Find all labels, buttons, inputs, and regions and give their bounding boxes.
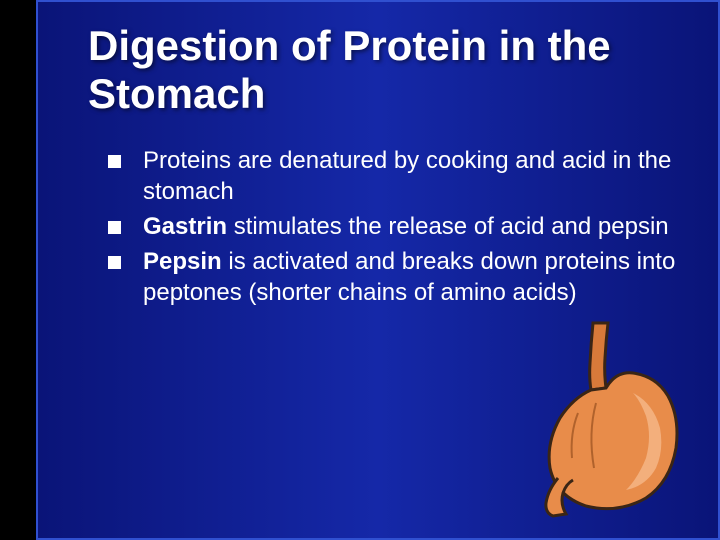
bullet-text: Proteins are denatured by cooking and ac…	[143, 145, 678, 207]
bullet-item: Proteins are denatured by cooking and ac…	[108, 145, 678, 207]
stomach-illustration	[518, 318, 688, 518]
slide: Digestion of Protein in the Stomach Prot…	[36, 0, 720, 540]
bullet-marker-icon	[108, 221, 121, 234]
text-run: Proteins are denatured by cooking and ac…	[143, 147, 671, 205]
bullet-text: Gastrin stimulates the release of acid a…	[143, 211, 678, 242]
bullet-marker-icon	[108, 155, 121, 168]
bullet-item: Pepsin is activated and breaks down prot…	[108, 246, 678, 308]
slide-content: Proteins are denatured by cooking and ac…	[38, 135, 718, 309]
slide-title: Digestion of Protein in the Stomach	[38, 2, 718, 135]
bullet-item: Gastrin stimulates the release of acid a…	[108, 211, 678, 242]
text-run: stimulates the release of acid and pepsi…	[227, 213, 669, 240]
text-run: Gastrin	[143, 213, 227, 240]
bullet-marker-icon	[108, 256, 121, 269]
text-run: is activated and breaks down proteins in…	[143, 248, 675, 306]
bullet-text: Pepsin is activated and breaks down prot…	[143, 246, 678, 308]
text-run: Pepsin	[143, 248, 222, 275]
